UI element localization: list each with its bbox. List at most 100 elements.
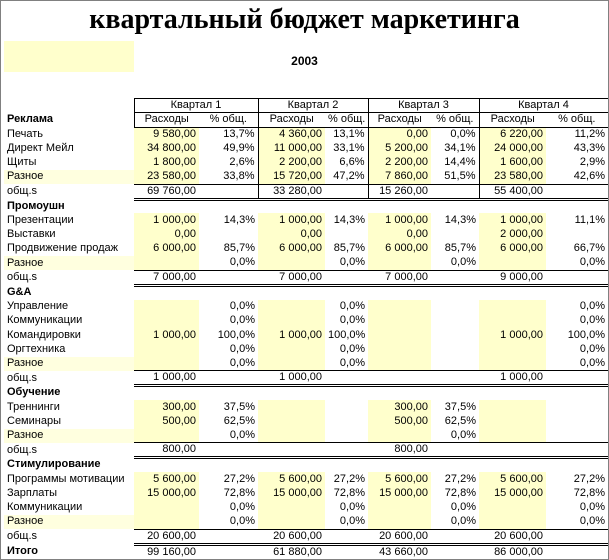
subtotal-label[interactable]: общ.s: [7, 443, 38, 456]
cell-q2-expenses[interactable]: [258, 356, 325, 371]
cell-q3-expenses[interactable]: 500,00: [368, 414, 431, 429]
subtotal-q2-pct[interactable]: [325, 370, 368, 388]
subtotal-q1-pct[interactable]: [199, 269, 258, 287]
empty-cell[interactable]: [368, 285, 431, 299]
cell-q3-pct[interactable]: 34,1%: [444, 141, 476, 154]
cell-q3-pct[interactable]: 14,3%: [444, 213, 476, 226]
subtotal-q4[interactable]: 9 000,00: [479, 269, 546, 287]
cell-q2-expenses[interactable]: [258, 400, 325, 415]
cell-q1-pct[interactable]: 0,0%: [229, 356, 255, 369]
empty-cell[interactable]: [479, 458, 546, 472]
empty-cell[interactable]: [546, 199, 608, 213]
cell-q1-expenses[interactable]: [134, 313, 199, 328]
row-label[interactable]: Коммуникации: [7, 314, 83, 327]
empty-cell[interactable]: [134, 285, 199, 299]
cell-q4-pct[interactable]: [546, 400, 608, 414]
cell-q1-pct[interactable]: 0,0%: [229, 515, 255, 528]
cell-q3-pct[interactable]: [431, 300, 479, 314]
cell-q1-pct[interactable]: 0,0%: [229, 428, 255, 441]
cell-q4-expenses[interactable]: [479, 256, 546, 271]
cell-q1-expenses[interactable]: 5 600,00: [134, 472, 199, 487]
grand-total-q2[interactable]: 61 880,00: [258, 544, 325, 559]
cell-q1-pct[interactable]: 100,0%: [217, 328, 255, 341]
subtotal-q3[interactable]: 15 260,00: [367, 183, 431, 201]
cell-q3-expenses[interactable]: 6 000,00: [368, 241, 431, 256]
cell-q1-expenses[interactable]: 500,00: [134, 414, 199, 429]
subtotal-q3[interactable]: 20 600,00: [368, 528, 431, 546]
cell-q4-expenses[interactable]: [479, 400, 546, 415]
subtotal-q2[interactable]: [258, 442, 325, 460]
cell-q3-pct[interactable]: [431, 328, 479, 342]
q1-expenses-header[interactable]: Расходы: [133, 112, 199, 128]
cell-q4-pct[interactable]: 0,0%: [579, 300, 605, 313]
cell-q4-pct[interactable]: 11,1%: [574, 213, 605, 226]
cell-q3-expenses[interactable]: 0,00: [367, 127, 431, 142]
cell-q4-pct[interactable]: 0,0%: [579, 501, 605, 514]
cell-q2-expenses[interactable]: 15 000,00: [258, 486, 325, 501]
cell-q2-pct[interactable]: 0,0%: [339, 300, 365, 313]
subtotal-q2[interactable]: 7 000,00: [258, 269, 325, 287]
cell-q2-expenses[interactable]: 1 000,00: [258, 328, 325, 343]
cell-q3-pct[interactable]: [431, 228, 479, 242]
subtotal-label[interactable]: общ.s: [7, 530, 38, 542]
cell-q4-pct[interactable]: [546, 414, 608, 428]
subtotal-q1[interactable]: 800,00: [134, 442, 199, 460]
cell-q2-expenses[interactable]: [258, 342, 325, 357]
cell-q3-expenses[interactable]: 5 200,00: [367, 141, 431, 156]
cell-q4-expenses[interactable]: [479, 313, 546, 328]
cell-q2-pct[interactable]: [325, 228, 368, 242]
cell-q2-pct[interactable]: 100,0%: [328, 328, 366, 341]
cell-q3-pct[interactable]: 27,2%: [444, 472, 476, 485]
subtotal-q1-pct[interactable]: [199, 528, 258, 546]
empty-cell[interactable]: [199, 458, 258, 472]
subtotal-q3-pct[interactable]: [431, 183, 479, 201]
subtotal-q3[interactable]: 800,00: [368, 442, 431, 460]
cell-q2-expenses[interactable]: 6 000,00: [258, 241, 325, 256]
cell-q1-expenses[interactable]: [134, 500, 199, 515]
cell-q2-pct[interactable]: 72,8%: [333, 486, 365, 499]
row-label[interactable]: Разное: [4, 169, 134, 184]
empty-cell[interactable]: [199, 199, 258, 213]
empty-cell[interactable]: [368, 386, 431, 400]
cell-q4-pct[interactable]: 0,0%: [579, 314, 605, 327]
cell-q3-pct[interactable]: 51,5%: [444, 170, 476, 183]
quarter-2-header[interactable]: Квартал 2: [257, 97, 369, 114]
cell-q3-pct[interactable]: 37,5%: [444, 400, 476, 413]
cell-q3-expenses[interactable]: [368, 428, 431, 443]
subtotal-q4[interactable]: 1 000,00: [479, 370, 546, 388]
row-label[interactable]: Директ Мейл: [7, 141, 74, 154]
corner-cell[interactable]: [4, 99, 134, 113]
empty-cell[interactable]: [479, 386, 546, 400]
cell-q3-expenses[interactable]: 2 200,00: [367, 155, 431, 170]
cell-q1-expenses[interactable]: [134, 342, 199, 357]
grand-total-q3[interactable]: 43 660,00: [368, 544, 431, 559]
subtotal-label[interactable]: общ.s: [7, 185, 38, 197]
cell-q2-expenses[interactable]: 0,00: [258, 227, 325, 242]
subtotal-q4-pct[interactable]: [546, 442, 608, 460]
subtotal-q3[interactable]: [368, 370, 431, 388]
cell-q3-pct[interactable]: 85,7%: [444, 242, 476, 255]
cell-q2-expenses[interactable]: 5 600,00: [258, 472, 325, 487]
empty-cell[interactable]: [431, 199, 479, 213]
cell-q2-pct[interactable]: 0,0%: [339, 342, 365, 355]
cell-q1-pct[interactable]: 37,5%: [223, 400, 255, 413]
empty-cell[interactable]: [431, 285, 479, 299]
row-label[interactable]: Программы мотивации: [7, 472, 125, 485]
empty-cell[interactable]: [325, 199, 368, 213]
subtotal-q4[interactable]: [479, 442, 546, 460]
cell-q4-expenses[interactable]: [479, 500, 546, 515]
subtotal-label[interactable]: общ.s: [7, 271, 38, 284]
cell-q2-pct[interactable]: 0,0%: [339, 501, 365, 514]
subtotal-q1[interactable]: 1 000,00: [134, 370, 199, 388]
cell-q3-pct[interactable]: 0,0%: [450, 127, 476, 140]
section-label[interactable]: Реклама: [7, 113, 54, 126]
subtotal-q1-pct[interactable]: [199, 183, 258, 201]
empty-cell[interactable]: [368, 458, 431, 472]
empty-cell[interactable]: [134, 458, 199, 472]
empty-cell[interactable]: [479, 285, 546, 299]
empty-cell[interactable]: [431, 386, 479, 400]
subtotal-q2[interactable]: 1 000,00: [258, 370, 325, 388]
q3-expenses-header[interactable]: Расходы: [367, 112, 431, 128]
cell-q3-expenses[interactable]: 300,00: [368, 400, 431, 415]
cell-q3-expenses[interactable]: 15 000,00: [368, 486, 431, 501]
